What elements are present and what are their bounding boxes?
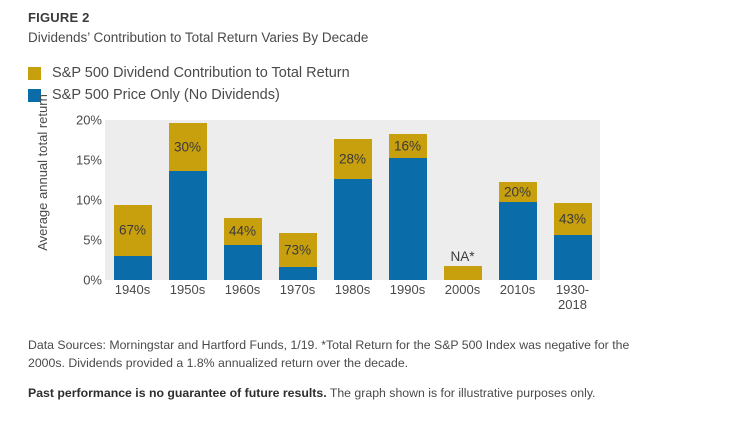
bar-segment-dividend: 20% — [498, 181, 537, 203]
bar-segment-dividend: 43% — [553, 203, 592, 236]
source-note: Data Sources: Morningstar and Hartford F… — [28, 338, 630, 370]
x-axis-label: 2010s — [499, 282, 536, 297]
y-tick-label: 0% — [83, 272, 102, 288]
bar-column: 67% — [113, 120, 152, 280]
bar-value-label: 16% — [393, 138, 422, 154]
y-tick-label: 5% — [83, 232, 102, 248]
bar-value-label: 20% — [503, 184, 532, 200]
y-tick-label: 15% — [75, 152, 102, 168]
bar-column: 16% — [388, 120, 427, 280]
y-axis-title: Average annual total return — [35, 94, 50, 251]
legend-item-price-only: S&P 500 Price Only (No Dividends) — [28, 84, 350, 106]
bar-segment-dividend: 16% — [388, 134, 427, 158]
bar-group: 67% 30% 44% 73% 28% 16% NA* 20% 43% — [105, 120, 600, 280]
legend-label-price-only: S&P 500 Price Only (No Dividends) — [52, 87, 280, 103]
bar-segment-price-only — [498, 202, 537, 280]
y-tick-label: 20% — [75, 112, 102, 128]
bar-segment-price-only — [113, 256, 152, 280]
bar-value-label: 43% — [558, 211, 587, 227]
legend-item-dividend-contribution: S&P 500 Dividend Contribution to Total R… — [28, 62, 350, 84]
x-axis-label: 2000s — [444, 282, 481, 297]
bar-value-label: 73% — [283, 242, 312, 258]
chart-container: Average annual total return 20% 15% 10% … — [0, 94, 730, 325]
bottom-divider — [0, 421, 730, 423]
disclaimer-note: Past performance is no guarantee of futu… — [28, 386, 688, 400]
bar-segment-dividend: NA* — [443, 250, 482, 280]
plot-area: 67% 30% 44% 73% 28% 16% NA* 20% 43% — [105, 120, 600, 280]
disclaimer-bold: Past performance is no guarantee of futu… — [28, 386, 327, 400]
bar-segment-dividend: 73% — [278, 232, 317, 268]
x-axis-label: 1940s — [114, 282, 151, 297]
bar-segment-price-only — [168, 171, 207, 280]
bar-segment-price-only — [388, 157, 427, 280]
bar-segment-price-only — [553, 235, 592, 280]
x-axis-label: 1970s — [279, 282, 316, 297]
x-axis-labels: 1940s 1950s 1960s 1970s 1980s 1990s 2000s 2010s… — [105, 282, 600, 313]
figure-title: Dividends’ Contribution to Total Return … — [28, 30, 369, 45]
legend-label-dividend-contribution: S&P 500 Dividend Contribution to Total R… — [52, 65, 350, 81]
bar-column: 43% — [553, 120, 592, 280]
legend-swatch-blue-icon — [28, 88, 41, 102]
bar-value-label: 44% — [228, 223, 257, 239]
figure-label: FIGURE 2 — [28, 10, 90, 25]
bar-value-label: 28% — [338, 151, 367, 167]
bar-column: NA* — [443, 120, 482, 280]
x-axis-label: 1960s — [224, 282, 261, 297]
y-axis-ticks: 20% 15% 10% 5% 0% — [57, 114, 102, 287]
bar-value-label: 30% — [173, 139, 202, 155]
disclaimer-rest: The graph shown is for illustrative purp… — [326, 386, 596, 400]
x-axis-label: 1930- 2018 — [555, 282, 590, 312]
x-axis-label: 1950s — [169, 282, 206, 297]
bar-segment-dividend: 67% — [113, 204, 152, 256]
x-axis-label: 1980s — [334, 282, 371, 297]
bar-column: 73% — [278, 120, 317, 280]
bar-segment-price-only — [333, 179, 372, 280]
y-tick-label: 10% — [75, 192, 102, 208]
legend-swatch-gold-icon — [28, 66, 41, 80]
bar-segment-price-only — [223, 244, 262, 280]
bar-column: 30% — [168, 120, 207, 280]
bar-column: 28% — [333, 120, 372, 280]
chart-legend: S&P 500 Dividend Contribution to Total R… — [28, 62, 350, 106]
bar-segment-price-only — [278, 267, 317, 280]
bar-segment-dividend: 28% — [333, 139, 372, 180]
bar-segment-dividend: 44% — [223, 217, 262, 245]
bar-value-label: 67% — [118, 222, 147, 238]
bar-value-label: NA* — [450, 248, 475, 264]
x-axis-label: 1990s — [389, 282, 426, 297]
bar-column: 20% — [498, 120, 537, 280]
bar-segment-dividend: 30% — [168, 123, 207, 172]
bar-column: 44% — [223, 120, 262, 280]
